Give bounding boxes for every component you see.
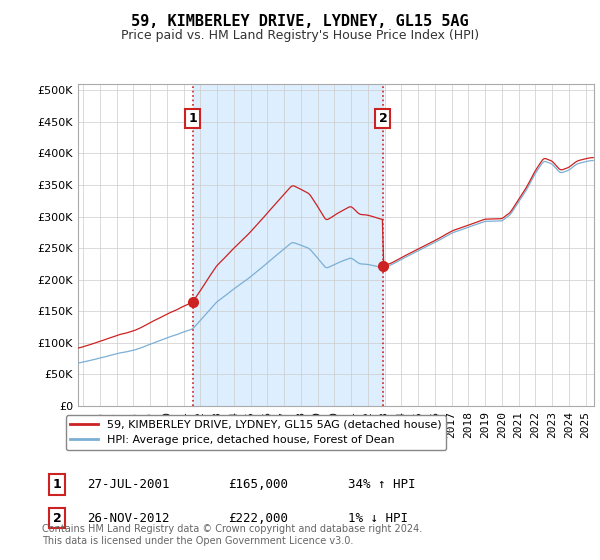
Text: 2: 2 <box>379 112 387 125</box>
Bar <box>193 84 383 406</box>
Text: £222,000: £222,000 <box>228 511 288 525</box>
Text: £165,000: £165,000 <box>228 478 288 491</box>
Text: 34% ↑ HPI: 34% ↑ HPI <box>348 478 415 491</box>
Text: Price paid vs. HM Land Registry's House Price Index (HPI): Price paid vs. HM Land Registry's House … <box>121 29 479 42</box>
Text: 1: 1 <box>53 478 61 491</box>
Text: Contains HM Land Registry data © Crown copyright and database right 2024.
This d: Contains HM Land Registry data © Crown c… <box>42 524 422 546</box>
Text: 26-NOV-2012: 26-NOV-2012 <box>87 511 170 525</box>
Text: 59, KIMBERLEY DRIVE, LYDNEY, GL15 5AG: 59, KIMBERLEY DRIVE, LYDNEY, GL15 5AG <box>131 14 469 29</box>
Text: 1% ↓ HPI: 1% ↓ HPI <box>348 511 408 525</box>
Text: 1: 1 <box>188 112 197 125</box>
Text: 27-JUL-2001: 27-JUL-2001 <box>87 478 170 491</box>
Text: 2: 2 <box>53 511 61 525</box>
Legend: 59, KIMBERLEY DRIVE, LYDNEY, GL15 5AG (detached house), HPI: Average price, deta: 59, KIMBERLEY DRIVE, LYDNEY, GL15 5AG (d… <box>65 416 446 450</box>
